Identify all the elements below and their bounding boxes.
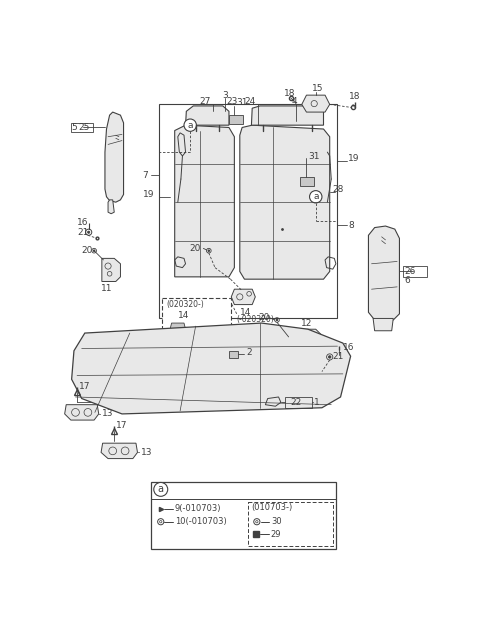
- Text: a: a: [188, 121, 193, 130]
- Polygon shape: [231, 289, 255, 305]
- Text: 2: 2: [246, 348, 252, 357]
- Text: 16: 16: [77, 218, 88, 227]
- Text: 23: 23: [227, 97, 238, 106]
- Text: 15: 15: [312, 85, 323, 93]
- Text: a: a: [313, 192, 319, 202]
- Bar: [300, 177, 314, 186]
- Circle shape: [87, 231, 90, 233]
- Text: 27: 27: [200, 97, 211, 106]
- Text: 21: 21: [333, 352, 344, 361]
- Text: 20: 20: [82, 246, 93, 255]
- Text: 18: 18: [349, 92, 360, 101]
- Bar: [152, 481, 336, 550]
- Circle shape: [208, 250, 210, 252]
- Circle shape: [154, 483, 168, 496]
- Circle shape: [328, 356, 331, 358]
- Text: 12: 12: [301, 319, 312, 327]
- Bar: [403, 266, 427, 277]
- Text: 16: 16: [343, 343, 354, 352]
- Text: 31: 31: [237, 98, 248, 107]
- Polygon shape: [102, 259, 120, 282]
- Text: 19: 19: [348, 154, 360, 163]
- Text: 31: 31: [308, 152, 320, 162]
- Text: 21: 21: [77, 228, 88, 237]
- Polygon shape: [170, 323, 186, 336]
- Polygon shape: [252, 106, 324, 125]
- Polygon shape: [296, 329, 322, 354]
- Text: 28: 28: [333, 185, 344, 193]
- Polygon shape: [186, 106, 229, 125]
- Polygon shape: [72, 323, 350, 414]
- Text: 11: 11: [101, 284, 112, 293]
- Bar: [162, 299, 230, 345]
- Polygon shape: [105, 112, 123, 202]
- Text: 30: 30: [271, 517, 281, 526]
- Polygon shape: [369, 226, 399, 322]
- Text: 14: 14: [178, 311, 190, 320]
- Text: 20: 20: [258, 313, 269, 322]
- Text: 9(-010703): 9(-010703): [175, 504, 221, 513]
- Text: 7: 7: [142, 171, 147, 180]
- Text: 13: 13: [141, 448, 152, 457]
- Polygon shape: [302, 95, 330, 112]
- Text: 1: 1: [314, 398, 320, 407]
- Text: (020320-): (020320-): [166, 300, 204, 309]
- Text: 18: 18: [284, 89, 295, 98]
- Polygon shape: [65, 404, 99, 420]
- Circle shape: [276, 319, 278, 321]
- Text: 3: 3: [222, 91, 228, 100]
- Polygon shape: [108, 200, 114, 213]
- Text: (-020320): (-020320): [237, 316, 275, 324]
- Text: 26: 26: [404, 267, 416, 276]
- Text: 24: 24: [244, 97, 255, 106]
- Bar: [71, 123, 93, 132]
- Text: 8: 8: [348, 221, 354, 230]
- Circle shape: [184, 119, 196, 131]
- Polygon shape: [240, 125, 330, 279]
- Text: 19: 19: [143, 190, 155, 199]
- Bar: [248, 501, 333, 546]
- Text: (010703-): (010703-): [252, 503, 293, 512]
- Bar: [229, 351, 238, 357]
- Text: 13: 13: [102, 409, 113, 418]
- Polygon shape: [101, 443, 137, 459]
- Polygon shape: [373, 319, 393, 331]
- Text: 17: 17: [116, 421, 127, 430]
- Circle shape: [93, 250, 95, 252]
- Text: 10(-010703): 10(-010703): [175, 517, 227, 526]
- Text: 6: 6: [404, 276, 410, 285]
- Text: 4: 4: [291, 97, 297, 106]
- Text: 5: 5: [72, 123, 77, 132]
- Bar: [159, 105, 337, 319]
- Text: a: a: [158, 485, 164, 495]
- Text: 22: 22: [290, 398, 301, 407]
- Polygon shape: [175, 125, 234, 277]
- Bar: [229, 115, 243, 125]
- Text: 29: 29: [271, 530, 281, 538]
- Text: 14: 14: [240, 308, 251, 317]
- Circle shape: [310, 191, 322, 203]
- Text: 20: 20: [190, 244, 201, 253]
- Text: 17: 17: [79, 382, 90, 391]
- Text: 25: 25: [79, 123, 90, 132]
- Bar: [285, 397, 312, 408]
